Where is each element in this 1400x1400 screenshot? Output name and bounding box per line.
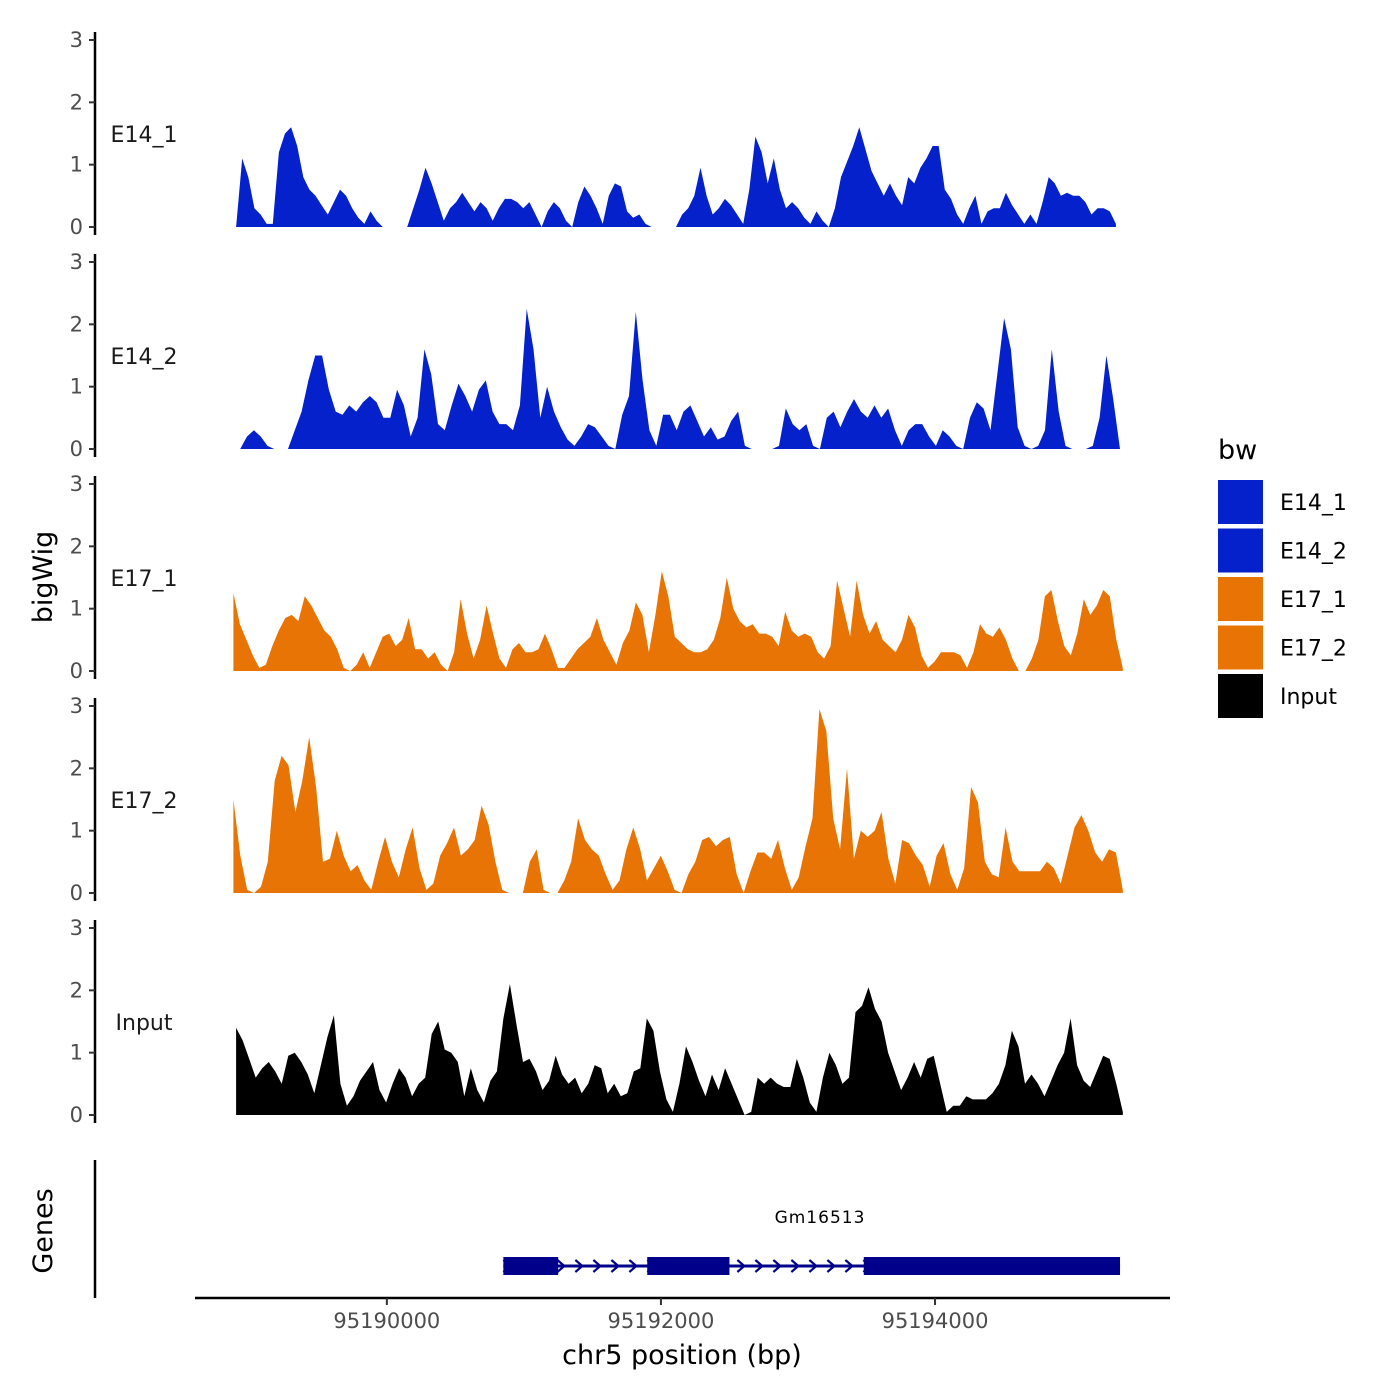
y-tick-label: 3: [70, 916, 83, 940]
y-tick-label: 0: [70, 881, 83, 905]
y-tick-label: 2: [70, 756, 83, 780]
genes-axis-title: Genes: [28, 1188, 59, 1273]
y-tick-label: 3: [70, 250, 83, 274]
y-tick-label: 3: [70, 694, 83, 718]
legend-label: E17_1: [1280, 588, 1347, 613]
signal-area-e17-2: [233, 709, 1123, 893]
signal-area-input: [236, 984, 1123, 1115]
signal-area-e17-1: [233, 571, 1123, 671]
y-tick-label: 1: [70, 1041, 83, 1065]
track-e14-1: 0 1 2 3 E14_1: [70, 28, 1116, 239]
strand-arrow: [610, 1259, 621, 1273]
strand-arrow: [754, 1259, 765, 1273]
legend-label: E17_2: [1280, 637, 1347, 662]
y-tick-label: 0: [70, 437, 83, 461]
genes-panel: Gm16513: [93, 1160, 1121, 1298]
gene-exon: [503, 1257, 559, 1275]
gene-exon: [863, 1257, 1121, 1275]
y-tick-label: 0: [70, 215, 83, 239]
y-axis-title: bigWig: [28, 531, 59, 624]
strand-arrow: [790, 1259, 801, 1273]
bigwig-tracks: 0 1 2 3 E14_1 0 1 2 3 E14_2 0 1 2 3 E17_1 0 1 2 3 E17_2 0 1 2 3…: [70, 28, 1123, 1127]
strand-arrow: [574, 1259, 585, 1273]
x-axis: 95190000 95192000 95194000: [195, 1296, 1170, 1333]
strand-arrow: [592, 1259, 603, 1273]
y-tick-label: 2: [70, 978, 83, 1002]
y-tick-label: 1: [70, 819, 83, 843]
track-e17-1: 0 1 2 3 E17_1: [70, 472, 1123, 683]
legend-key-e17-1: [1218, 577, 1263, 621]
legend-label: E14_1: [1280, 491, 1347, 516]
legend-title: bw: [1218, 435, 1257, 466]
strand-arrow: [808, 1259, 819, 1273]
y-tick-label: 0: [70, 1103, 83, 1127]
legend: bw E14_1 E14_2 E17_1 E17_2 Input: [1218, 435, 1347, 718]
x-tick-label: 95194000: [882, 1309, 989, 1333]
track-label: Input: [116, 1011, 173, 1036]
x-tick-label: 95192000: [607, 1309, 714, 1333]
y-tick-label: 1: [70, 597, 83, 621]
strand-arrow: [556, 1259, 567, 1273]
track-label: E17_2: [111, 789, 178, 814]
y-tick-label: 3: [70, 28, 83, 52]
legend-key-e14-2: [1218, 528, 1263, 573]
signal-area-e14-1: [236, 127, 1116, 227]
y-tick-label: 2: [70, 312, 83, 336]
y-tick-label: 1: [70, 153, 83, 177]
y-tick-label: 2: [70, 90, 83, 114]
track-label: E14_1: [111, 123, 178, 148]
x-axis-title: chr5 position (bp): [562, 1340, 802, 1371]
legend-key-e17-2: [1218, 625, 1263, 670]
legend-key-input: [1218, 674, 1263, 718]
gene-exon: [647, 1257, 730, 1275]
track-label: E14_2: [111, 345, 178, 370]
strand-arrow: [736, 1259, 747, 1273]
x-tick-label: 95190000: [333, 1309, 440, 1333]
y-tick-label: 3: [70, 472, 83, 496]
track-label: E17_1: [111, 567, 178, 592]
gene-label: Gm16513: [775, 1208, 866, 1228]
strand-arrow: [826, 1259, 837, 1273]
legend-label: E14_2: [1280, 540, 1347, 565]
legend-label: Input: [1280, 685, 1337, 710]
strand-arrow: [628, 1259, 639, 1273]
signal-area-e14-2: [240, 308, 1120, 449]
track-e17-2: 0 1 2 3 E17_2: [70, 694, 1123, 905]
strand-arrow: [844, 1259, 855, 1273]
y-tick-label: 1: [70, 375, 83, 399]
y-tick-label: 2: [70, 534, 83, 558]
legend-key-e14-1: [1218, 480, 1263, 524]
track-input: 0 1 2 3 Input: [70, 916, 1123, 1127]
strand-arrow: [772, 1259, 783, 1273]
y-tick-label: 0: [70, 659, 83, 683]
track-e14-2: 0 1 2 3 E14_2: [70, 250, 1120, 461]
